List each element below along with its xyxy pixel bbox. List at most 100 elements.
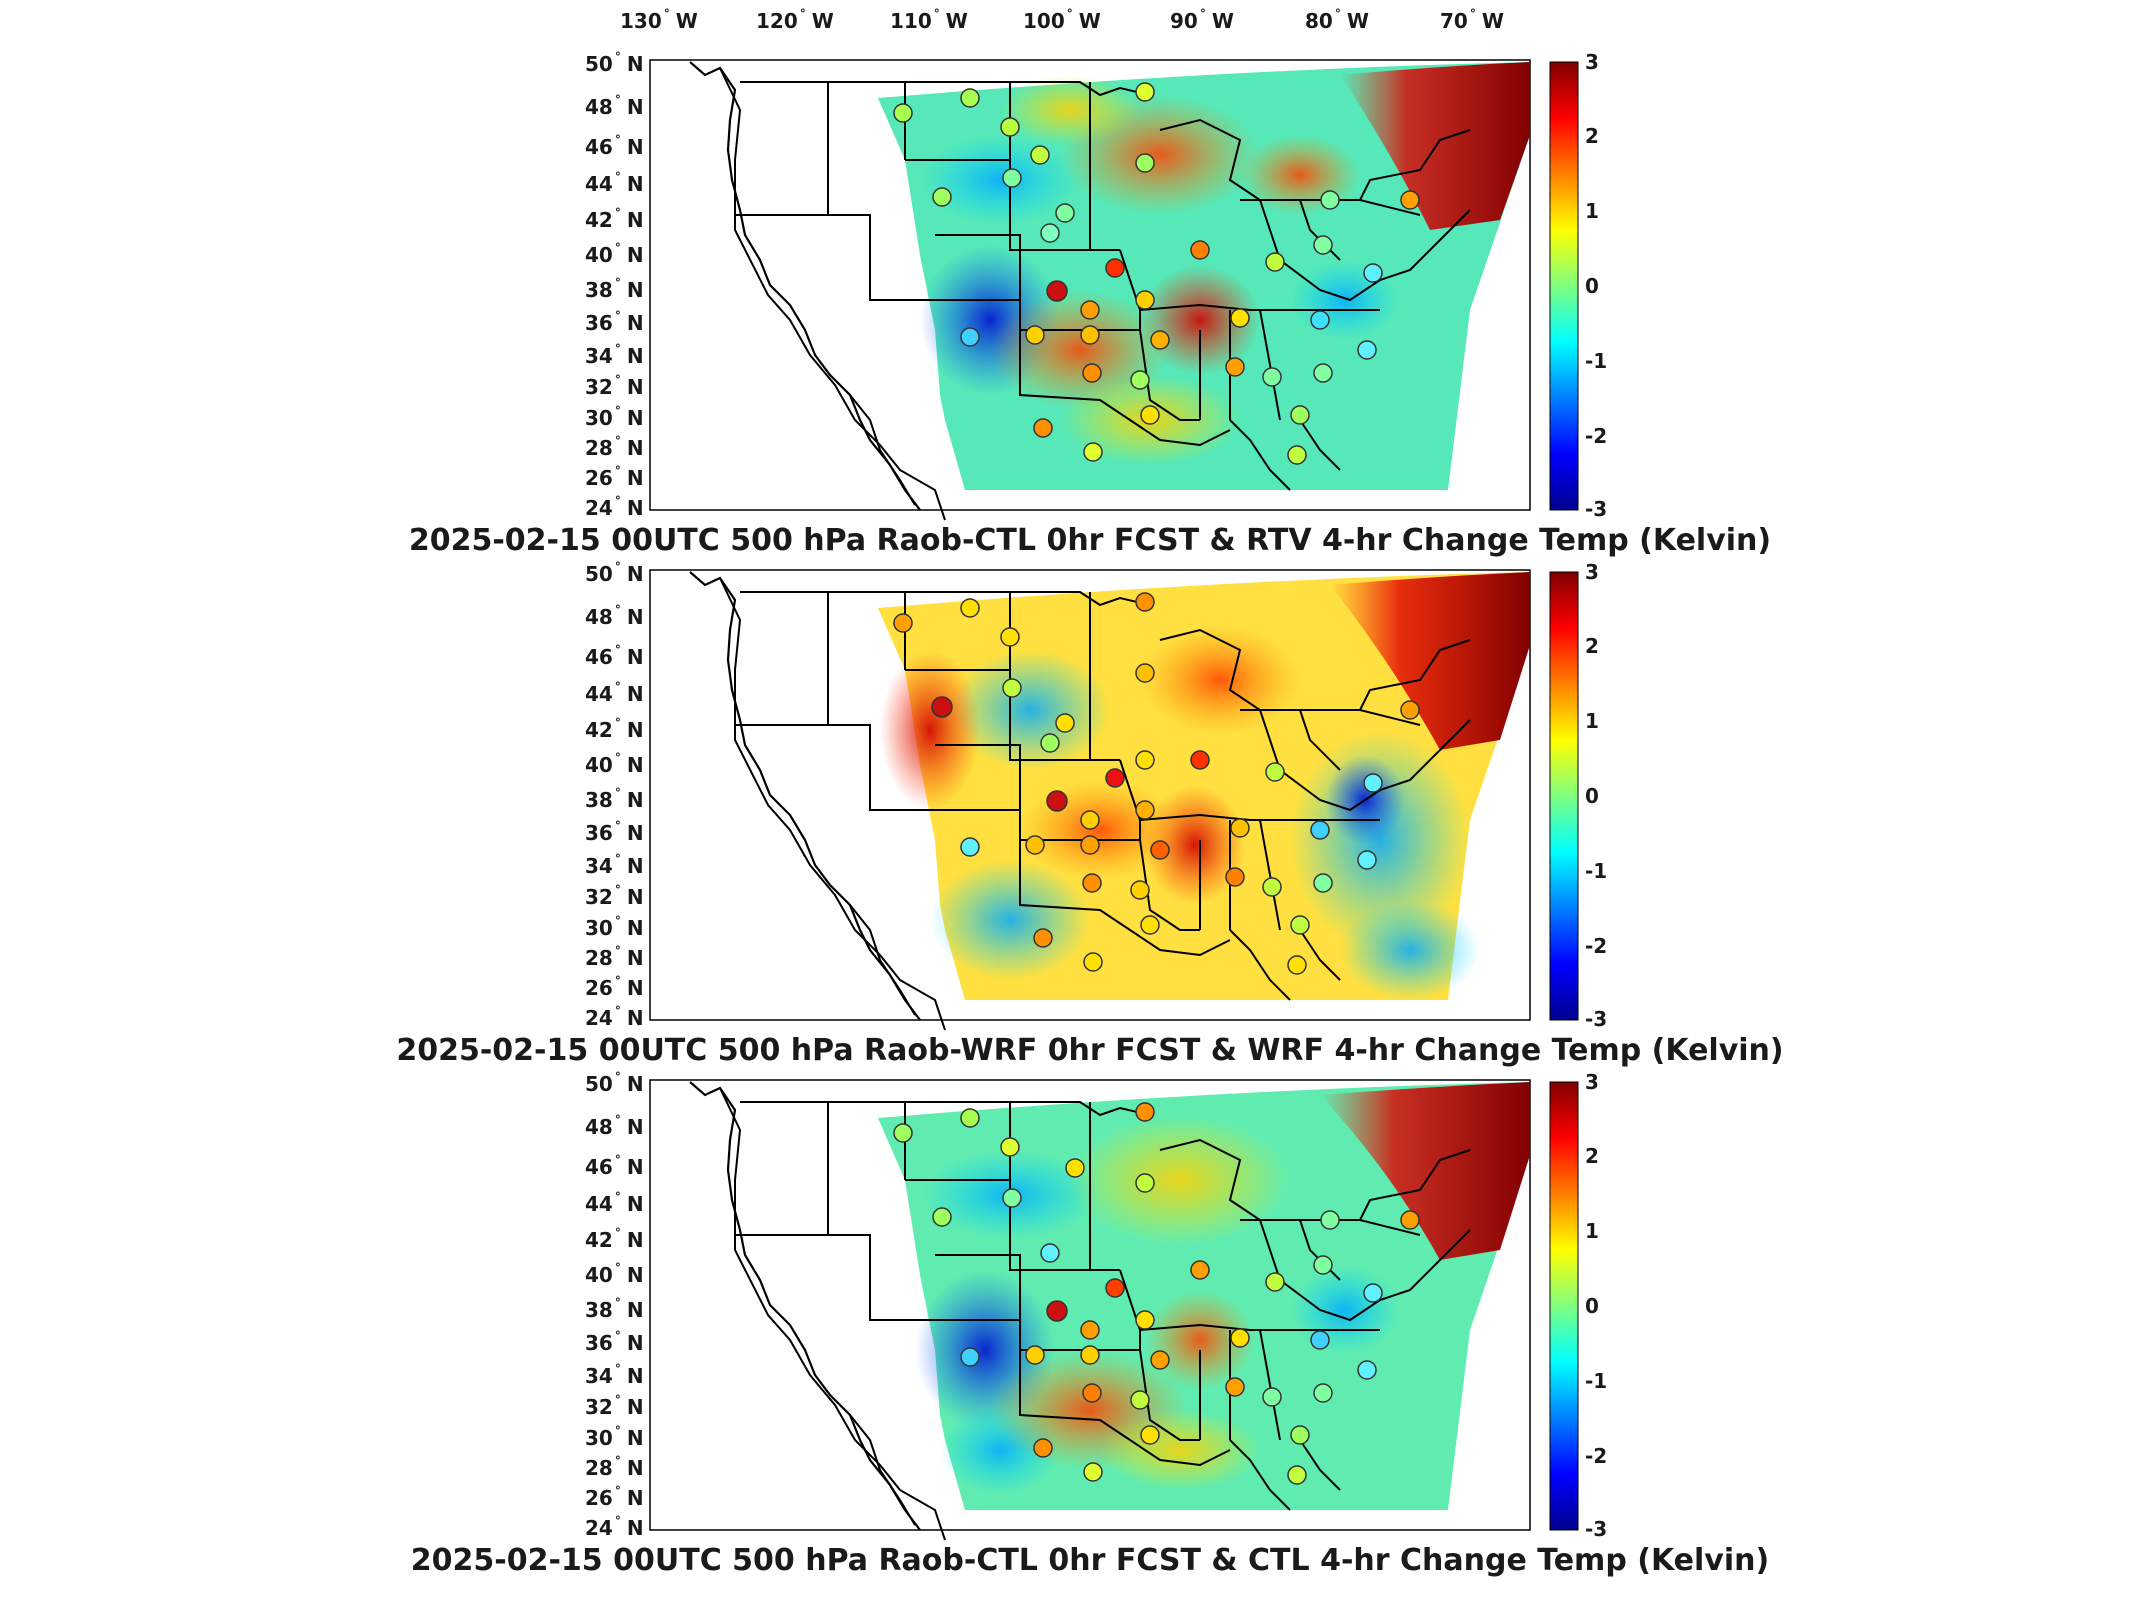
station-marker (1055, 713, 1075, 733)
colorbar-tick: -1 (1585, 349, 1607, 373)
lat-label-30: 30 ° N (585, 1424, 644, 1450)
station-marker (1025, 835, 1045, 855)
station-marker (893, 1123, 913, 1143)
map-panel-2: 50 ° N 48 ° N 46 ° N 44 ° N 42 ° N 40 ° N 38 ° N 36 ° N … (396, 560, 1783, 1068)
warm-anomaly (880, 650, 980, 810)
colorbar-tick: 1 (1585, 709, 1599, 733)
raob-stations (893, 1102, 1420, 1485)
colorbar-tick: -3 (1585, 497, 1607, 521)
station-marker (1265, 252, 1285, 272)
cool-anomaly (1290, 1265, 1400, 1355)
lon-label-80: 80 ° W (1305, 7, 1369, 33)
northeast-warm-band (1320, 1082, 1530, 1260)
station-marker (1135, 1102, 1155, 1122)
colorbar-tick: 1 (1585, 199, 1599, 223)
lat-label-36: 36 ° N (585, 819, 644, 845)
station-marker (1080, 810, 1100, 830)
panel-title: 2025-02-15 00UTC 500 hPa Raob-CTL 0hr FC… (409, 523, 1771, 558)
station-marker (1000, 1137, 1020, 1157)
warm-anomaly (1140, 625, 1300, 735)
station-marker (1230, 818, 1250, 838)
colorbar-tick: 3 (1585, 50, 1599, 74)
colorbar-tick: 2 (1585, 634, 1599, 658)
colorbar-tick: 0 (1585, 784, 1599, 808)
station-marker (1000, 627, 1020, 647)
lat-label-24: 24 ° N (585, 1004, 644, 1030)
latitude-labels: 50 ° N 48 ° N 46 ° N 44 ° N 42 ° N 40 ° N 38 ° N 36 ° N … (585, 560, 644, 1030)
raob-stations (893, 82, 1420, 465)
colorbar-ticks: 3 2 1 0 -1 -2 -3 (1585, 1070, 1607, 1541)
station-marker (1320, 190, 1340, 210)
station-marker (1080, 1320, 1100, 1340)
baja-coastline (849, 904, 916, 1016)
station-marker (1135, 750, 1155, 770)
colorbar-tick: -2 (1585, 934, 1607, 958)
station-marker (1320, 1210, 1340, 1230)
station-marker (1225, 1377, 1245, 1397)
station-marker (1083, 1462, 1103, 1482)
station-marker (960, 327, 980, 347)
station-marker (1040, 223, 1060, 243)
lat-label-48: 48 ° N (585, 603, 644, 629)
station-marker (1082, 363, 1102, 383)
station-marker (1225, 867, 1245, 887)
station-marker (1083, 442, 1103, 462)
station-marker (931, 696, 953, 718)
station-marker (1400, 190, 1420, 210)
temperature-field (878, 572, 1530, 1000)
station-marker (1313, 873, 1333, 893)
station-marker (932, 1207, 952, 1227)
station-marker (960, 837, 980, 857)
lat-label-30: 30 ° N (585, 404, 644, 430)
colorbar-tick: 0 (1585, 1294, 1599, 1318)
station-marker (1287, 1465, 1307, 1485)
panel-title: 2025-02-15 00UTC 500 hPa Raob-CTL 0hr FC… (411, 1543, 1769, 1578)
lat-label-38: 38 ° N (585, 276, 644, 302)
lat-label-46: 46 ° N (585, 133, 644, 159)
station-marker (1135, 800, 1155, 820)
lat-label-28: 28 ° N (585, 434, 644, 460)
lon-label-110: 110 ° W (890, 7, 968, 33)
lon-label-90: 90 ° W (1170, 7, 1234, 33)
lat-label-36: 36 ° N (585, 309, 644, 335)
station-marker (1290, 405, 1310, 425)
lat-label-26: 26 ° N (585, 1484, 644, 1510)
lat-label-28: 28 ° N (585, 1454, 644, 1480)
lat-label-40: 40 ° N (585, 751, 644, 777)
colorbar-tick: 3 (1585, 560, 1599, 584)
station-marker (1105, 1278, 1125, 1298)
colorbar (1549, 571, 1579, 1021)
colorbar-tick: -3 (1585, 1517, 1607, 1541)
pacific-coastline (689, 1081, 921, 1531)
lat-label-34: 34 ° N (585, 342, 644, 368)
station-marker (1313, 235, 1333, 255)
station-marker (1040, 1243, 1060, 1263)
latitude-labels: 50 ° N 48 ° N 46 ° N 44 ° N 42 ° N 40 ° N 38 ° N 36 ° N … (585, 50, 644, 520)
station-marker (1025, 1345, 1045, 1365)
station-marker (1033, 418, 1053, 438)
station-marker (1357, 340, 1377, 360)
lat-label-32: 32 ° N (585, 373, 644, 399)
baja-coastline (849, 394, 916, 506)
station-marker (1000, 117, 1020, 137)
lat-label-42: 42 ° N (585, 1226, 644, 1252)
station-marker (1290, 915, 1310, 935)
station-marker (1363, 1283, 1383, 1303)
lat-label-32: 32 ° N (585, 1393, 644, 1419)
station-marker (1082, 1383, 1102, 1403)
lon-label-120: 120 ° W (756, 7, 834, 33)
station-marker (1313, 363, 1333, 383)
station-marker (1135, 290, 1155, 310)
station-marker (1080, 325, 1100, 345)
station-marker (1313, 1383, 1333, 1403)
temperature-field (878, 1082, 1530, 1510)
lat-label-36: 36 ° N (585, 1329, 644, 1355)
station-marker (1150, 330, 1170, 350)
cool-anomaly (1340, 900, 1480, 1000)
station-marker (960, 88, 980, 108)
lat-label-26: 26 ° N (585, 464, 644, 490)
lat-label-34: 34 ° N (585, 852, 644, 878)
colorbar (1549, 1081, 1579, 1531)
station-marker (960, 1347, 980, 1367)
cool-anomaly (1290, 260, 1400, 340)
